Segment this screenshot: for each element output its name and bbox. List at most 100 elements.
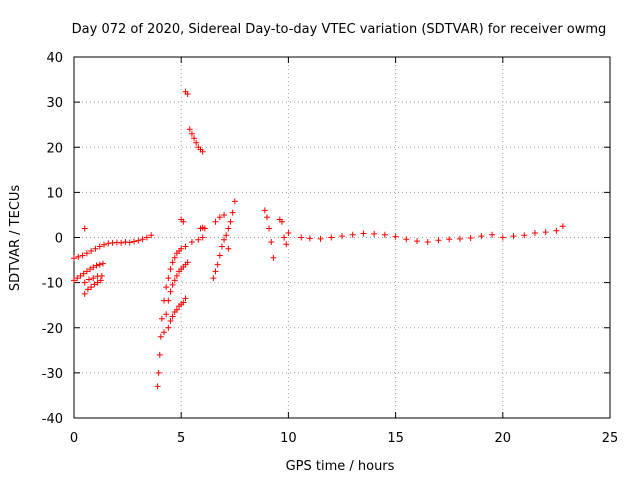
data-point (328, 234, 335, 241)
data-point (88, 248, 95, 255)
data-point (169, 259, 176, 266)
data-point (225, 225, 232, 232)
data-point (212, 218, 219, 225)
data-point (225, 245, 232, 252)
data-point (270, 254, 277, 261)
data-point (188, 239, 195, 246)
y-tick-label: 10 (46, 186, 63, 201)
data-point (510, 233, 517, 240)
series-sat-a (71, 232, 155, 262)
data-point (88, 284, 95, 291)
data-point (191, 135, 198, 142)
series-sat-o (276, 216, 292, 248)
x-tick-label: 15 (387, 431, 404, 446)
data-point (74, 275, 81, 282)
series-sat-b (71, 260, 106, 284)
data-point (101, 241, 108, 248)
data-point (167, 288, 174, 295)
data-point (182, 243, 189, 250)
data-points (71, 88, 566, 390)
data-point (93, 262, 100, 269)
y-tick-label: -20 (42, 322, 63, 337)
data-point (71, 255, 77, 262)
data-point (75, 253, 82, 260)
data-point (135, 237, 142, 244)
data-point (163, 311, 170, 318)
data-point (71, 277, 77, 284)
data-point (154, 383, 161, 390)
data-point (317, 235, 324, 242)
data-point (83, 250, 90, 257)
series-sat-p (298, 223, 566, 246)
y-tick-label: -40 (42, 412, 63, 427)
data-point (155, 369, 162, 376)
data-point (212, 268, 219, 275)
data-point (478, 233, 485, 240)
data-point (199, 148, 206, 155)
y-tick-label: -10 (42, 277, 63, 292)
x-tick-label: 0 (70, 431, 78, 446)
data-point (278, 218, 285, 225)
data-point (83, 268, 90, 275)
data-point (156, 351, 163, 358)
series-sat-e (81, 225, 88, 232)
x-tick-label: 10 (280, 431, 297, 446)
data-point (80, 270, 87, 277)
y-axis-label: SDTVAR / TECUs (8, 185, 23, 292)
y-tick-label: -30 (42, 367, 63, 382)
data-point (214, 261, 221, 268)
data-point (435, 237, 442, 244)
x-tick-label: 20 (495, 431, 512, 446)
data-point (266, 225, 273, 232)
data-point (161, 329, 168, 336)
data-point (223, 232, 230, 239)
data-point (173, 306, 180, 313)
data-point (349, 231, 356, 238)
data-point (216, 214, 223, 221)
data-point (553, 227, 560, 234)
data-point (188, 130, 195, 137)
data-point (171, 277, 178, 284)
series-sat-h (165, 295, 189, 331)
data-point (261, 207, 268, 214)
data-point (218, 243, 225, 250)
y-tick-label: 30 (46, 96, 63, 111)
data-point (163, 284, 170, 291)
x-axis-label: GPS time / hours (286, 459, 395, 474)
data-point (199, 234, 206, 241)
data-point (86, 276, 93, 283)
y-tick-label: 40 (46, 51, 63, 66)
data-point (531, 229, 538, 236)
data-point (92, 245, 99, 252)
x-tick-label: 25 (602, 431, 619, 446)
data-point (99, 260, 106, 267)
data-point (281, 234, 288, 241)
series-sat-i (182, 88, 206, 155)
data-point (283, 241, 290, 248)
data-point (231, 198, 238, 205)
data-point (79, 252, 86, 259)
data-point (77, 272, 84, 279)
data-point (201, 225, 208, 232)
data-point (285, 229, 292, 236)
data-point (131, 238, 138, 245)
data-point (87, 266, 94, 273)
data-point (403, 236, 410, 243)
series-sat-k (197, 224, 208, 232)
data-point (221, 211, 228, 218)
data-point (263, 214, 270, 221)
data-point (306, 235, 313, 242)
data-point (167, 266, 174, 273)
data-point (339, 233, 345, 240)
data-point (521, 232, 528, 239)
chart-title: Day 072 of 2020, Sidereal Day-to-day VTE… (72, 22, 607, 37)
data-point (184, 259, 191, 266)
data-point (157, 333, 164, 340)
data-point (139, 236, 146, 243)
data-point (158, 315, 165, 322)
data-point (489, 231, 496, 238)
series-sat-c (81, 277, 104, 297)
data-point (499, 234, 506, 241)
data-point (186, 126, 193, 133)
